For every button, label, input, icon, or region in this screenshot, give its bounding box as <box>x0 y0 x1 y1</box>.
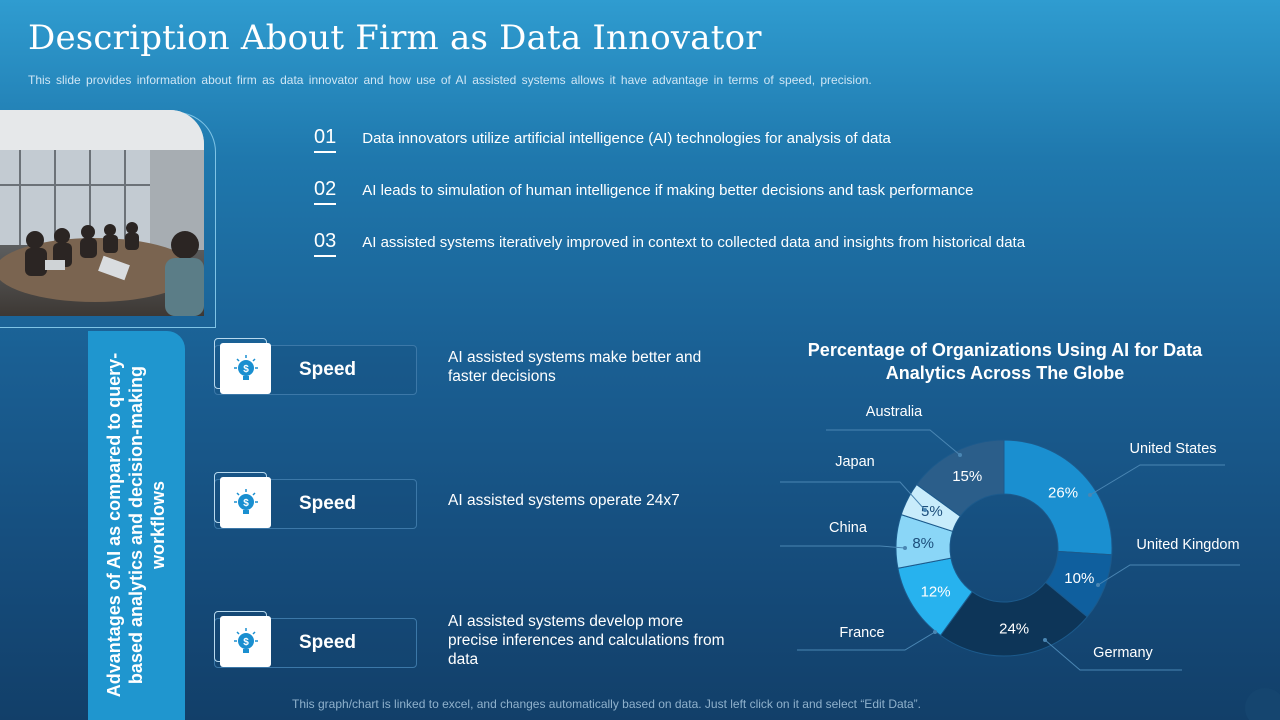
leader-dot <box>923 508 927 512</box>
page-subtitle: This slide provides information about fi… <box>28 73 872 87</box>
idea-bulb-dollar-icon: $ <box>220 477 271 528</box>
leader-dot <box>903 546 907 550</box>
advantage-label: Speed <box>299 632 357 653</box>
donut-slice-germany[interactable] <box>939 581 1088 657</box>
advantage-label: Speed <box>299 359 357 380</box>
leader-line <box>780 545 906 549</box>
point-02: 02 AI leads to simulation of human intel… <box>314 178 973 205</box>
leader-line <box>1089 464 1225 496</box>
idea-bulb-dollar-icon: $ <box>220 616 271 667</box>
point-number: 03 <box>314 230 337 257</box>
leader-line <box>1097 564 1240 586</box>
svg-text:$: $ <box>243 498 249 509</box>
point-01: 01 Data innovators utilize artificial in… <box>314 126 891 153</box>
slice-value-label: 15% <box>952 468 982 485</box>
category-label: United Kingdom <box>1136 537 1239 553</box>
svg-text:$: $ <box>243 364 249 375</box>
advantage-description: AI assisted systems develop more precise… <box>448 613 725 668</box>
point-03: 03 AI assisted systems iteratively impro… <box>314 230 1025 257</box>
slice-value-label: 5% <box>921 503 943 520</box>
donut-slice-australia[interactable] <box>915 439 1005 517</box>
page-title: Description About Firm as Data Innovator <box>28 18 762 58</box>
leader-line <box>1044 639 1182 671</box>
idea-bulb-dollar-icon: $ <box>220 343 271 394</box>
category-label: Australia <box>866 404 923 420</box>
leader-dot <box>933 630 937 634</box>
point-text: Data innovators utilize artificial intel… <box>362 130 891 147</box>
leader-dot <box>1088 493 1092 497</box>
advantage-description: AI assisted systems make better and fast… <box>448 349 702 385</box>
leader-dot <box>1043 638 1047 642</box>
slice-value-label: 24% <box>999 620 1029 637</box>
slice-value-label: 8% <box>912 535 934 552</box>
slice-value-label: 12% <box>921 583 951 600</box>
advantage-label: Speed <box>299 493 357 514</box>
slice-value-label: 10% <box>1064 570 1094 587</box>
chart-title: Percentage of Organizations Using AI for… <box>807 340 1203 383</box>
category-label: China <box>829 520 868 536</box>
svg-text:$: $ <box>243 637 249 648</box>
category-label: Japan <box>835 454 875 470</box>
donut-slice-united-states[interactable] <box>1003 439 1113 556</box>
point-text: AI leads to simulation of human intellig… <box>362 182 974 199</box>
meeting-photo <box>0 110 204 316</box>
leader-line <box>826 429 961 456</box>
category-label: United States <box>1129 441 1216 457</box>
point-number: 02 <box>314 178 337 205</box>
leader-line <box>780 481 926 511</box>
footer-note: This graph/chart is linked to excel, and… <box>292 697 921 711</box>
corner-decoration <box>1245 688 1280 720</box>
category-label: France <box>839 625 884 641</box>
point-text: AI assisted systems iteratively improved… <box>362 234 1026 251</box>
point-number: 01 <box>314 126 337 153</box>
advantage-description: AI assisted systems operate 24x7 <box>448 492 680 509</box>
category-label: Germany <box>1093 645 1153 661</box>
slice-value-label: 26% <box>1048 485 1078 502</box>
advantages-sidebar <box>88 331 185 720</box>
leader-dot <box>1096 583 1100 587</box>
leader-dot <box>958 453 962 457</box>
leader-line <box>797 631 936 651</box>
